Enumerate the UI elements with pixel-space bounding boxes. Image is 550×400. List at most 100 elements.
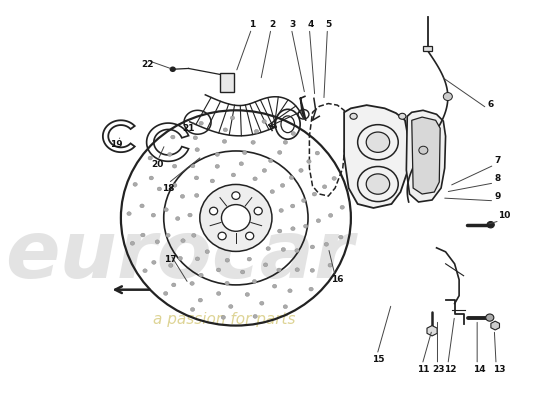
Text: 12: 12 xyxy=(444,365,456,374)
Circle shape xyxy=(277,268,281,272)
Circle shape xyxy=(166,234,170,237)
Circle shape xyxy=(312,192,317,196)
Circle shape xyxy=(172,283,176,287)
Polygon shape xyxy=(344,105,409,208)
Circle shape xyxy=(283,140,288,144)
Circle shape xyxy=(178,256,183,260)
Circle shape xyxy=(205,250,210,254)
Circle shape xyxy=(191,234,196,237)
Text: 3: 3 xyxy=(289,20,295,29)
Text: eurocar: eurocar xyxy=(5,217,354,295)
Text: 8: 8 xyxy=(494,174,500,182)
Circle shape xyxy=(272,284,277,288)
Polygon shape xyxy=(412,117,440,194)
Circle shape xyxy=(199,121,204,125)
Circle shape xyxy=(149,176,153,180)
Circle shape xyxy=(289,176,294,180)
Text: 15: 15 xyxy=(372,355,384,364)
Circle shape xyxy=(295,249,299,252)
Circle shape xyxy=(151,213,156,217)
Circle shape xyxy=(173,183,177,187)
Circle shape xyxy=(222,140,227,143)
Circle shape xyxy=(288,289,292,293)
Circle shape xyxy=(322,185,327,189)
Circle shape xyxy=(180,194,185,198)
Ellipse shape xyxy=(222,204,250,231)
Circle shape xyxy=(215,164,219,168)
Circle shape xyxy=(278,229,282,233)
Circle shape xyxy=(307,160,311,163)
Text: 6: 6 xyxy=(487,100,494,109)
Circle shape xyxy=(168,152,172,156)
Circle shape xyxy=(216,268,221,272)
Circle shape xyxy=(310,245,315,249)
Circle shape xyxy=(309,287,313,291)
Circle shape xyxy=(268,159,273,163)
Text: 11: 11 xyxy=(417,365,430,374)
Text: 18: 18 xyxy=(162,184,174,192)
Circle shape xyxy=(254,130,258,133)
Circle shape xyxy=(324,242,328,246)
Ellipse shape xyxy=(366,174,389,194)
Text: 5: 5 xyxy=(325,20,332,29)
Circle shape xyxy=(291,227,295,230)
Ellipse shape xyxy=(399,113,406,119)
Circle shape xyxy=(193,136,197,140)
Circle shape xyxy=(253,314,257,318)
Circle shape xyxy=(195,257,200,261)
Circle shape xyxy=(217,292,221,296)
Circle shape xyxy=(195,194,199,197)
Text: 20: 20 xyxy=(151,160,163,169)
Circle shape xyxy=(175,217,180,220)
Text: 14: 14 xyxy=(473,365,486,374)
Circle shape xyxy=(239,162,244,166)
Text: 21: 21 xyxy=(182,124,195,133)
Circle shape xyxy=(260,301,264,305)
Circle shape xyxy=(283,305,288,309)
Circle shape xyxy=(127,212,131,216)
Ellipse shape xyxy=(200,184,272,252)
Circle shape xyxy=(130,241,135,245)
Circle shape xyxy=(141,233,145,237)
FancyBboxPatch shape xyxy=(424,46,432,50)
Circle shape xyxy=(279,208,283,212)
Circle shape xyxy=(278,150,282,154)
Text: 10: 10 xyxy=(498,212,510,220)
Circle shape xyxy=(328,214,333,217)
Circle shape xyxy=(419,146,428,154)
Circle shape xyxy=(247,257,251,261)
Circle shape xyxy=(148,156,152,160)
Ellipse shape xyxy=(232,192,240,200)
Circle shape xyxy=(164,208,168,212)
Ellipse shape xyxy=(366,132,389,152)
Circle shape xyxy=(190,282,194,285)
Circle shape xyxy=(316,219,321,223)
Circle shape xyxy=(133,182,138,186)
Circle shape xyxy=(304,224,308,228)
Circle shape xyxy=(251,140,255,144)
Circle shape xyxy=(290,204,295,208)
Ellipse shape xyxy=(246,232,254,240)
Circle shape xyxy=(301,199,306,202)
Circle shape xyxy=(486,314,494,321)
Circle shape xyxy=(291,132,295,136)
Circle shape xyxy=(198,298,202,302)
Circle shape xyxy=(210,179,214,183)
Circle shape xyxy=(188,213,192,217)
Circle shape xyxy=(181,239,185,242)
Circle shape xyxy=(443,92,452,100)
Circle shape xyxy=(169,66,176,72)
Circle shape xyxy=(223,128,228,132)
Text: 1: 1 xyxy=(249,20,255,29)
Circle shape xyxy=(140,204,144,208)
Circle shape xyxy=(157,187,162,191)
Circle shape xyxy=(194,176,199,180)
Circle shape xyxy=(190,308,195,311)
Circle shape xyxy=(225,258,229,262)
Circle shape xyxy=(295,268,299,272)
Text: 13: 13 xyxy=(493,365,506,374)
Text: a passion for parts: a passion for parts xyxy=(153,312,296,327)
Circle shape xyxy=(262,168,267,172)
FancyBboxPatch shape xyxy=(220,73,234,92)
Text: 7: 7 xyxy=(494,156,500,165)
